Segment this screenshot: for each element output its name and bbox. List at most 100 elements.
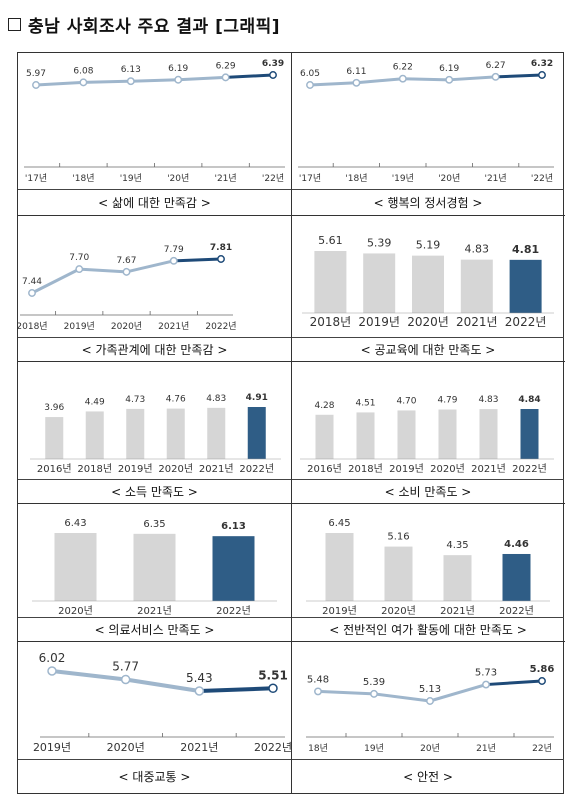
data-point [174, 75, 183, 84]
chart-caption: < 대중교통 > [18, 759, 291, 793]
data-label: 5.51 [258, 668, 288, 682]
bar [207, 407, 226, 459]
data-label: 4.49 [85, 397, 105, 407]
data-label: 5.39 [363, 677, 385, 688]
bar [315, 414, 334, 459]
data-label: 6.32 [531, 59, 553, 69]
data-label: 4.81 [512, 243, 539, 256]
data-point [194, 686, 205, 696]
column-divider [291, 53, 292, 793]
data-point [269, 71, 277, 79]
bar [325, 533, 354, 601]
data-label: 6.11 [346, 67, 366, 77]
highlight-bar [520, 409, 539, 459]
chart-caption: < 삶에 대한 만족감 > [18, 189, 291, 215]
chart-panel: 4.28 2016년 4.51 2018년 4.70 2019년 4.79 2020년 4.83… [292, 361, 564, 503]
row-divider [18, 503, 565, 504]
bar [363, 253, 396, 313]
data-point [306, 81, 314, 89]
x-tick-label: 2022년 [239, 463, 274, 475]
highlight-bar [502, 553, 531, 601]
data-point [491, 72, 500, 81]
data-label: 4.73 [125, 395, 145, 405]
x-tick-label: '17년 [25, 173, 47, 184]
data-label: 4.46 [504, 539, 529, 550]
x-tick-label: 18년 [308, 743, 328, 754]
x-tick-label: '22년 [262, 173, 284, 184]
data-label: 6.43 [64, 518, 86, 529]
chart-caption: < 전반적인 여가 활동에 대한 만족도 > [292, 617, 564, 641]
data-point [169, 256, 178, 265]
data-label: 5.13 [419, 684, 441, 695]
data-label: 7.79 [164, 245, 184, 255]
highlight-line-segment [197, 686, 275, 693]
x-tick-label: 2020년 [430, 463, 465, 475]
x-tick-label: 2019년 [389, 463, 424, 475]
highlight-line-segment [484, 679, 544, 687]
data-label: 6.29 [216, 61, 236, 71]
data-label: 5.19 [416, 239, 441, 252]
x-tick-label: 2019년 [358, 315, 400, 329]
x-tick-label: '20년 [167, 173, 189, 184]
x-tick-label: 2018년 [310, 315, 352, 329]
bar [443, 555, 472, 601]
line-segment [123, 677, 202, 693]
line-segment [308, 81, 358, 87]
x-tick-label: 2021년 [440, 605, 475, 617]
x-tick-label: 2019년 [118, 463, 153, 475]
x-tick-label: 19년 [364, 743, 384, 754]
line-segment [401, 77, 451, 82]
data-label: 5.39 [367, 236, 392, 249]
chart-panel: 5.61 2018년 5.39 2019년 5.19 2020년 4.83 2021년 4.81… [292, 215, 564, 361]
data-label: 6.13 [121, 65, 141, 75]
data-point [221, 73, 230, 82]
data-label: 4.83 [206, 394, 226, 404]
x-tick-label: 2020년 [407, 315, 449, 329]
x-tick-label: 2020년 [58, 605, 93, 617]
line-chart: 5.97 6.08 6.13 6.19 6.29 6.39 '17년 '18년 '19년 '20년… [24, 59, 285, 184]
x-tick-label: 2020년 [381, 605, 416, 617]
x-tick-label: 2020년 [107, 741, 145, 754]
data-label: 6.13 [221, 521, 246, 532]
chart-panel: 7.44 7.70 7.67 7.79 7.81 2018년 2019년 2020년 2021년… [18, 215, 291, 361]
line-segment [428, 683, 488, 703]
bar [85, 411, 104, 459]
chart-panel: 3.96 2016년 4.49 2018년 4.73 2019년 4.76 2020년 4.83… [18, 361, 291, 503]
data-label: 5.86 [530, 664, 555, 675]
chart-caption: < 소득 만족도 > [18, 479, 291, 503]
bar-chart: 3.96 2016년 4.49 2018년 4.73 2019년 4.76 2020년 4.83… [30, 393, 281, 475]
line-segment [316, 689, 376, 696]
x-tick-label: '17년 [299, 173, 321, 184]
bar [54, 533, 97, 601]
data-label: 4.76 [166, 395, 186, 405]
x-tick-label: 2019년 [322, 605, 357, 617]
x-tick-label: '21년 [214, 173, 236, 184]
data-point [47, 666, 57, 676]
highlight-bar [247, 407, 266, 459]
line-chart: 6.05 6.11 6.22 6.19 6.27 6.32 '17년 '18년 '19년 '20년… [298, 59, 554, 184]
x-tick-label: 2021년 [471, 463, 506, 475]
bar [384, 546, 413, 601]
data-label: 6.35 [143, 519, 165, 530]
x-tick-label: 2019년 [33, 741, 71, 754]
highlight-line-segment [224, 73, 275, 79]
data-label: 6.19 [168, 64, 188, 74]
x-tick-label: 2020년 [158, 463, 193, 475]
chart-panel: 6.02 5.77 5.43 5.51 2019년 2020년 2021년 2022년 < 대중… [18, 641, 291, 793]
data-label: 6.19 [439, 64, 459, 74]
row-divider [18, 215, 565, 216]
data-label: 5.73 [475, 668, 497, 679]
line-segment [125, 259, 176, 274]
data-label: 4.35 [446, 540, 468, 551]
data-label: 5.16 [387, 532, 409, 543]
row-divider [18, 641, 565, 642]
x-tick-label: 2016년 [37, 463, 72, 475]
line-chart: 7.44 7.70 7.67 7.79 7.81 2018년 2019년 2020년 2021년… [18, 243, 237, 332]
line-segment [447, 75, 498, 82]
x-tick-label: 2022년 [499, 605, 534, 617]
data-point [538, 71, 546, 79]
x-tick-label: 2021년 [137, 605, 172, 617]
line-segment [372, 692, 432, 703]
x-tick-label: 2021년 [158, 321, 189, 332]
bar [133, 533, 176, 601]
